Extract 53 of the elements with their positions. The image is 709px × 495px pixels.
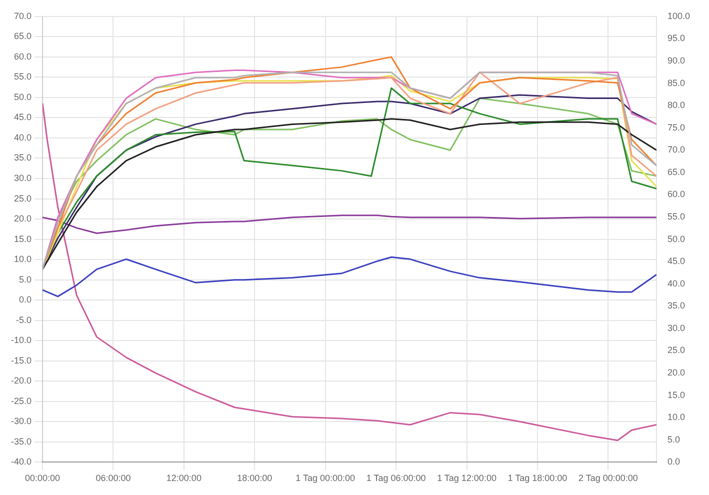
y2-tick-label: 40.0 <box>667 278 686 288</box>
y2-tick-label: 45.0 <box>667 256 686 266</box>
y2-tick-label: 95.0 <box>667 33 686 44</box>
y-tick-label: -10.0 <box>11 335 32 346</box>
y-tick-label: -25.0 <box>11 396 32 406</box>
x-tick-label: 12:00:00 <box>166 473 202 484</box>
y-tick-label: -40.0 <box>11 456 32 467</box>
y-tick-label: -5.0 <box>16 314 32 325</box>
y-tick-label: 50.0 <box>14 92 32 102</box>
x-tick-label: 18:00:00 <box>237 473 272 484</box>
y2-tick-label: 65.0 <box>667 166 686 177</box>
y2-tick-label: 0.0 <box>667 456 680 467</box>
y-tick-label: 40.0 <box>14 132 32 142</box>
y-tick-label: -20.0 <box>11 376 32 386</box>
y2-tick-label: 25.0 <box>667 345 686 356</box>
y2-tick-label: 100.0 <box>667 10 690 21</box>
y-tick-label: -15.0 <box>11 355 32 366</box>
y-tick-label: 30.0 <box>14 172 32 183</box>
x-tick-label: 1 Tag 12:00:00 <box>437 473 496 484</box>
x-tick-label: 00:00:00 <box>24 473 60 484</box>
y2-tick-label: 80.0 <box>667 100 686 110</box>
y2-tick-label: 15.0 <box>667 390 686 400</box>
y2-tick-label: 10.0 <box>667 412 686 422</box>
x-tick-label: 1 Tag 06:00:00 <box>366 473 426 484</box>
y-tick-label: 35.0 <box>14 152 32 163</box>
y2-tick-label: 55.0 <box>667 211 686 222</box>
y2-tick-label: 20.0 <box>667 368 686 378</box>
y-tick-label: 10.0 <box>14 254 32 264</box>
x-tick-label: 06:00:00 <box>96 473 131 484</box>
x-tick-label: 2 Tag 00:00:00 <box>578 473 638 484</box>
y2-tick-label: 60.0 <box>667 189 686 200</box>
y-tick-label: -30.0 <box>11 416 32 426</box>
y-tick-label: 55.0 <box>14 72 32 82</box>
y-tick-label: 15.0 <box>14 234 32 244</box>
y2-tick-label: 75.0 <box>667 122 686 132</box>
x-tick-label: 1 Tag 18:00:00 <box>508 473 568 484</box>
y-tick-label: -35.0 <box>11 436 32 446</box>
y-tick-label: 20.0 <box>14 214 32 224</box>
y2-tick-label: 30.0 <box>667 322 686 333</box>
y2-tick-label: 5.0 <box>667 434 680 444</box>
y-tick-label: 60.0 <box>14 51 32 62</box>
y-tick-label: 0.0 <box>19 294 32 305</box>
y2-tick-label: 85.0 <box>667 78 686 88</box>
y2-tick-label: 35.0 <box>667 300 686 311</box>
y2-tick-label: 70.0 <box>667 144 686 155</box>
y-tick-label: 5.0 <box>19 274 32 284</box>
y-tick-label: 25.0 <box>14 193 32 204</box>
y2-tick-label: 50.0 <box>667 234 686 244</box>
y-tick-label: 65.0 <box>14 31 32 42</box>
y2-tick-label: 90.0 <box>667 55 686 66</box>
x-tick-label: 1 Tag 00:00:00 <box>296 473 356 484</box>
y-tick-label: 45.0 <box>14 112 32 122</box>
y-tick-label: 70.0 <box>14 10 32 21</box>
